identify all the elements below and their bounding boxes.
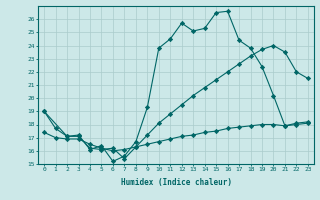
- X-axis label: Humidex (Indice chaleur): Humidex (Indice chaleur): [121, 178, 231, 187]
